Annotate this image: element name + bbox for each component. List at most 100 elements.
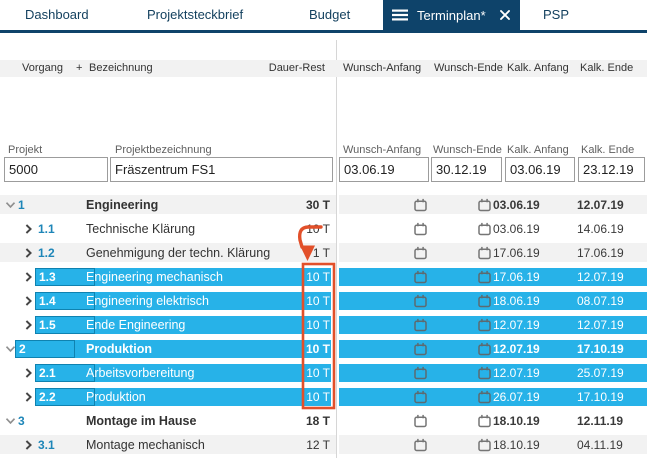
chevron-right-icon[interactable] <box>23 320 34 331</box>
dauer-rest-cell[interactable]: 10 T <box>306 270 330 284</box>
dauer-rest-cell[interactable]: 1 T <box>312 246 330 260</box>
calendar-icon[interactable] <box>478 390 491 404</box>
vorgang-cell[interactable]: 2.1 <box>35 364 95 382</box>
calendar-icon[interactable] <box>414 438 427 452</box>
bezeichnung-cell[interactable]: Engineering <box>86 198 159 212</box>
task-row-3.1[interactable]: 3.1 Montage mechanisch 12 T 18.10.19 04.11.1… <box>0 433 647 457</box>
calendar-icon[interactable] <box>478 342 491 356</box>
bezeichnung-cell[interactable]: Produktion <box>86 342 152 356</box>
kalk-anfang-cell[interactable]: 18.10.19 <box>493 414 540 428</box>
vorgang-cell[interactable]: 1.2 <box>38 246 55 260</box>
calendar-icon[interactable] <box>478 438 491 452</box>
kalk-anfang-cell[interactable]: 12.07.19 <box>493 318 540 332</box>
calendar-icon[interactable] <box>478 366 491 380</box>
dauer-rest-cell[interactable]: 12 T <box>306 438 330 452</box>
task-row-1.3[interactable]: 1.3 Engineering mechanisch 10 T 17.06.19 12.… <box>0 265 647 289</box>
calendar-icon[interactable] <box>414 366 427 380</box>
kalk-anfang-cell[interactable]: 26.07.19 <box>493 390 540 404</box>
menu-icon[interactable] <box>392 9 408 21</box>
pane-divider[interactable] <box>336 40 337 458</box>
kalk-anfang-cell[interactable]: 18.06.19 <box>493 294 540 308</box>
calendar-icon[interactable] <box>478 294 491 308</box>
kalk-anfang-cell[interactable]: 18.10.19 <box>493 438 540 452</box>
vorgang-cell[interactable]: 2 <box>15 340 75 358</box>
calendar-icon[interactable] <box>414 414 427 428</box>
kalk-anfang-cell[interactable]: 17.06.19 <box>493 246 540 260</box>
calendar-icon[interactable] <box>478 318 491 332</box>
chevron-right-icon[interactable] <box>23 440 34 451</box>
dauer-rest-cell[interactable]: 10 T <box>306 390 330 404</box>
kalk-anfang-cell[interactable]: 12.07.19 <box>493 342 540 356</box>
calendar-icon[interactable] <box>414 390 427 404</box>
vorgang-cell[interactable]: 3.1 <box>38 438 55 452</box>
tab-budget[interactable]: Budget <box>309 7 351 22</box>
chevron-down-icon[interactable] <box>5 416 16 427</box>
projekt-field[interactable] <box>4 157 108 182</box>
kalk-ende-cell[interactable]: 17.10.19 <box>577 390 624 404</box>
chevron-right-icon[interactable] <box>23 272 34 283</box>
dauer-rest-cell[interactable]: 30 T <box>305 198 330 212</box>
task-row-1.1[interactable]: 1.1 Technische Klärung 10 T 03.06.19 14.06.1… <box>0 217 647 241</box>
tab-dashboard[interactable]: Dashboard <box>25 7 89 22</box>
calendar-icon[interactable] <box>478 198 491 212</box>
dauer-rest-cell[interactable]: 10 T <box>306 318 330 332</box>
vorgang-cell[interactable]: 1 <box>18 198 25 212</box>
vorgang-cell[interactable]: 1.3 <box>35 268 95 286</box>
dauer-rest-cell[interactable]: 10 T <box>306 366 330 380</box>
kalk-anfang-cell[interactable]: 17.06.19 <box>493 270 540 284</box>
task-row-1.2[interactable]: 1.2 Genehmigung der techn. Klärung 1 T 17.0… <box>0 241 647 265</box>
kalk-ende-cell[interactable]: 04.11.19 <box>577 438 623 452</box>
bezeichnung-cell[interactable]: Montage mechanisch <box>86 438 205 452</box>
chevron-right-icon[interactable] <box>23 224 34 235</box>
calendar-icon[interactable] <box>414 222 427 236</box>
kalk-anfang-cell[interactable]: 03.06.19 <box>493 198 540 212</box>
wunsch-ende-field[interactable] <box>431 157 502 182</box>
kalk-ende-cell[interactable]: 12.07.19 <box>577 270 624 284</box>
calendar-icon[interactable] <box>414 318 427 332</box>
kalk-anfang-cell[interactable]: 12.07.19 <box>493 366 540 380</box>
vorgang-cell[interactable]: 1.1 <box>38 222 55 236</box>
calendar-icon[interactable] <box>478 270 491 284</box>
bezeichnung-cell[interactable]: Arbeitsvorbereitung <box>86 366 195 380</box>
kalk-ende-cell[interactable]: 12.07.19 <box>577 198 624 212</box>
bezeichnung-cell[interactable]: Genehmigung der techn. Klärung <box>86 246 271 260</box>
task-row-2.1[interactable]: 2.1 Arbeitsvorbereitung 10 T 12.07.19 25.07.… <box>0 361 647 385</box>
calendar-icon[interactable] <box>414 246 427 260</box>
add-vorgang-button[interactable]: + <box>76 62 83 74</box>
kalk-ende-cell[interactable]: 08.07.19 <box>577 294 624 308</box>
bezeichnung-cell[interactable]: Technische Klärung <box>86 222 196 236</box>
task-row-3[interactable]: 3 Montage im Hause 18 T 18.10.19 12.11.19 <box>0 409 647 433</box>
task-row-2.2[interactable]: 2.2 Produktion 10 T 26.07.19 17.10.19 <box>0 385 647 409</box>
vorgang-cell[interactable]: 3 <box>18 414 25 428</box>
dauer-rest-cell[interactable]: 10 T <box>305 342 330 356</box>
bezeichnung-cell[interactable]: Engineering elektrisch <box>86 294 209 308</box>
bezeichnung-cell[interactable]: Ende Engineering <box>86 318 186 332</box>
kalk-anfang-field[interactable] <box>505 157 575 182</box>
dauer-rest-cell[interactable]: 18 T <box>305 414 330 428</box>
task-row-2[interactable]: 2 Produktion 10 T 12.07.19 17.10.19 <box>0 337 647 361</box>
vorgang-cell[interactable]: 1.4 <box>35 292 95 310</box>
calendar-icon[interactable] <box>478 246 491 260</box>
calendar-icon[interactable] <box>414 270 427 284</box>
kalk-ende-cell[interactable]: 12.07.19 <box>577 318 624 332</box>
kalk-anfang-cell[interactable]: 03.06.19 <box>493 222 540 236</box>
calendar-icon[interactable] <box>414 198 427 212</box>
chevron-right-icon[interactable] <box>23 392 34 403</box>
kalk-ende-cell[interactable]: 12.11.19 <box>577 414 624 428</box>
close-icon[interactable] <box>500 10 510 20</box>
kalk-ende-cell[interactable]: 17.06.19 <box>577 246 624 260</box>
chevron-right-icon[interactable] <box>23 368 34 379</box>
bezeichnung-cell[interactable]: Montage im Hause <box>86 414 197 428</box>
projektbezeichnung-field[interactable] <box>110 157 333 182</box>
chevron-down-icon[interactable] <box>5 344 16 355</box>
calendar-icon[interactable] <box>414 342 427 356</box>
kalk-ende-cell[interactable]: 25.07.19 <box>577 366 624 380</box>
bezeichnung-cell[interactable]: Produktion <box>86 390 146 404</box>
chevron-down-icon[interactable] <box>5 200 16 211</box>
kalk-ende-cell[interactable]: 14.06.19 <box>577 222 624 236</box>
task-row-1[interactable]: 1 Engineering 30 T 03.06.19 12.07.19 <box>0 193 647 217</box>
vorgang-cell[interactable]: 2.2 <box>35 388 95 406</box>
calendar-icon[interactable] <box>478 414 491 428</box>
wunsch-anfang-field[interactable] <box>339 157 429 182</box>
tab-psp[interactable]: PSP <box>543 7 570 22</box>
